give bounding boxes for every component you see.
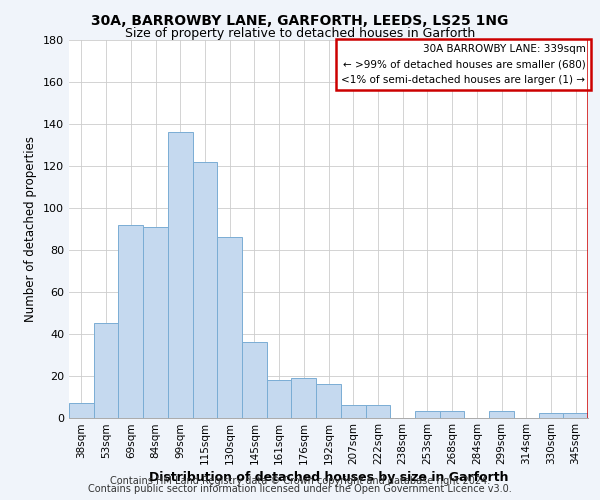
Bar	[341, 405, 365, 417]
Bar	[415, 411, 440, 418]
Bar	[563, 414, 588, 418]
Text: Size of property relative to detached houses in Garforth: Size of property relative to detached ho…	[125, 28, 475, 40]
Text: 30A BARROWBY LANE: 339sqm
← >99% of detached houses are smaller (680)
<1% of sem: 30A BARROWBY LANE: 339sqm ← >99% of deta…	[341, 44, 586, 85]
Bar	[217, 237, 242, 418]
Bar	[489, 411, 514, 418]
Bar	[292, 378, 316, 418]
Bar	[69, 403, 94, 417]
Y-axis label: Number of detached properties: Number of detached properties	[25, 136, 37, 322]
Bar	[94, 323, 118, 418]
Text: Contains public sector information licensed under the Open Government Licence v3: Contains public sector information licen…	[88, 484, 512, 494]
Bar	[316, 384, 341, 418]
Bar	[168, 132, 193, 418]
Bar	[440, 411, 464, 418]
Bar	[143, 226, 168, 418]
Bar	[267, 380, 292, 418]
Bar	[539, 414, 563, 418]
Bar	[365, 405, 390, 417]
Text: Contains HM Land Registry data © Crown copyright and database right 2024.: Contains HM Land Registry data © Crown c…	[110, 476, 490, 486]
Bar	[193, 162, 217, 418]
X-axis label: Distribution of detached houses by size in Garforth: Distribution of detached houses by size …	[149, 472, 508, 484]
Bar	[242, 342, 267, 417]
Text: 30A, BARROWBY LANE, GARFORTH, LEEDS, LS25 1NG: 30A, BARROWBY LANE, GARFORTH, LEEDS, LS2…	[91, 14, 509, 28]
Bar	[118, 224, 143, 418]
